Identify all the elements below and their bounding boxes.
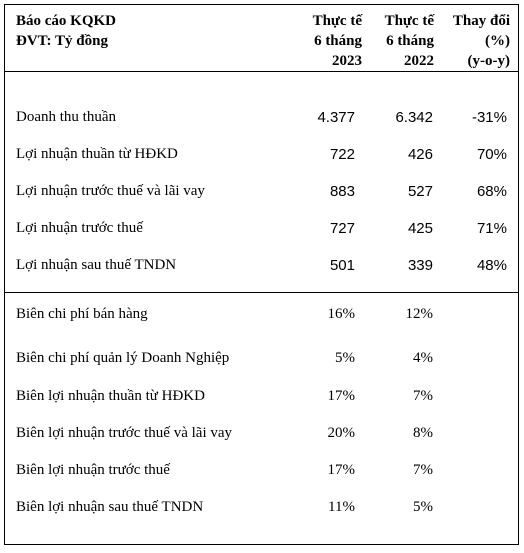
value-2022: 527 (407, 183, 433, 200)
report-table: Báo cáo KQKD ĐVT: Tỷ đồng Thực tế 6 thán… (4, 4, 519, 545)
value-2022: 12% (405, 306, 434, 322)
value-2022: 425 (407, 220, 433, 237)
value-2022: 4% (413, 350, 433, 366)
row-label: Biên lợi nhuận trước thuế và lãi vay (16, 425, 233, 441)
value-2022: 426 (407, 146, 433, 163)
value-2022: 6.342 (395, 109, 433, 126)
value-2023: 17% (327, 388, 356, 404)
report-title: Báo cáo KQKD (16, 13, 116, 29)
value-2023: 5% (335, 350, 355, 366)
value-2023: 11% (328, 499, 355, 515)
col-header-change-line1: Thay đổi (452, 13, 510, 29)
row-label: Doanh thu thuần (16, 109, 116, 125)
value-2023: 722 (329, 146, 355, 163)
section-divider (5, 292, 518, 293)
value-change: 71% (476, 220, 507, 237)
value-2023: 883 (329, 183, 355, 200)
value-2022: 8% (413, 425, 433, 441)
col-header-2023-line3: 2023 (332, 53, 362, 69)
value-2022: 7% (413, 462, 433, 478)
value-change: -31% (471, 109, 507, 126)
col-header-2022-line1: Thực tế (384, 13, 434, 29)
header-divider (5, 71, 518, 72)
col-header-2023-line1: Thực tế (312, 13, 362, 29)
row-label: Biên lợi nhuận thuần từ HĐKD (16, 388, 205, 404)
col-header-2023-line2: 6 tháng (314, 33, 362, 49)
value-2022: 5% (413, 499, 433, 515)
value-change: 70% (476, 146, 507, 163)
value-2023: 17% (327, 462, 356, 478)
value-2023: 501 (329, 257, 355, 274)
value-2022: 339 (407, 257, 433, 274)
row-label: Lợi nhuận trước thuế (16, 220, 143, 236)
row-label: Biên lợi nhuận trước thuế (16, 462, 170, 478)
row-label: Lợi nhuận trước thuế và lãi vay (16, 183, 205, 199)
value-change: 48% (476, 257, 507, 274)
value-2022: 7% (413, 388, 433, 404)
row-label: Biên lợi nhuận sau thuế TNDN (16, 499, 204, 515)
col-header-2022-line2: 6 tháng (386, 33, 434, 49)
value-2023: 20% (327, 425, 356, 441)
value-change: 68% (476, 183, 507, 200)
row-label: Biên chi phí bán hàng (16, 306, 148, 322)
row-label: Biên chi phí quản lý Doanh Nghiệp (16, 350, 230, 366)
row-label: Lợi nhuận sau thuế TNDN (16, 257, 177, 273)
value-2023: 727 (329, 220, 355, 237)
col-header-2022-line3: 2022 (404, 53, 434, 69)
col-header-change-line2: (%) (485, 33, 510, 49)
unit-label: ĐVT: Tỷ đồng (16, 33, 108, 49)
row-label: Lợi nhuận thuần từ HĐKD (16, 146, 178, 162)
col-header-change-line3: (y-o-y) (467, 53, 510, 69)
value-2023: 4.377 (317, 109, 355, 126)
value-2023: 16% (327, 306, 356, 322)
